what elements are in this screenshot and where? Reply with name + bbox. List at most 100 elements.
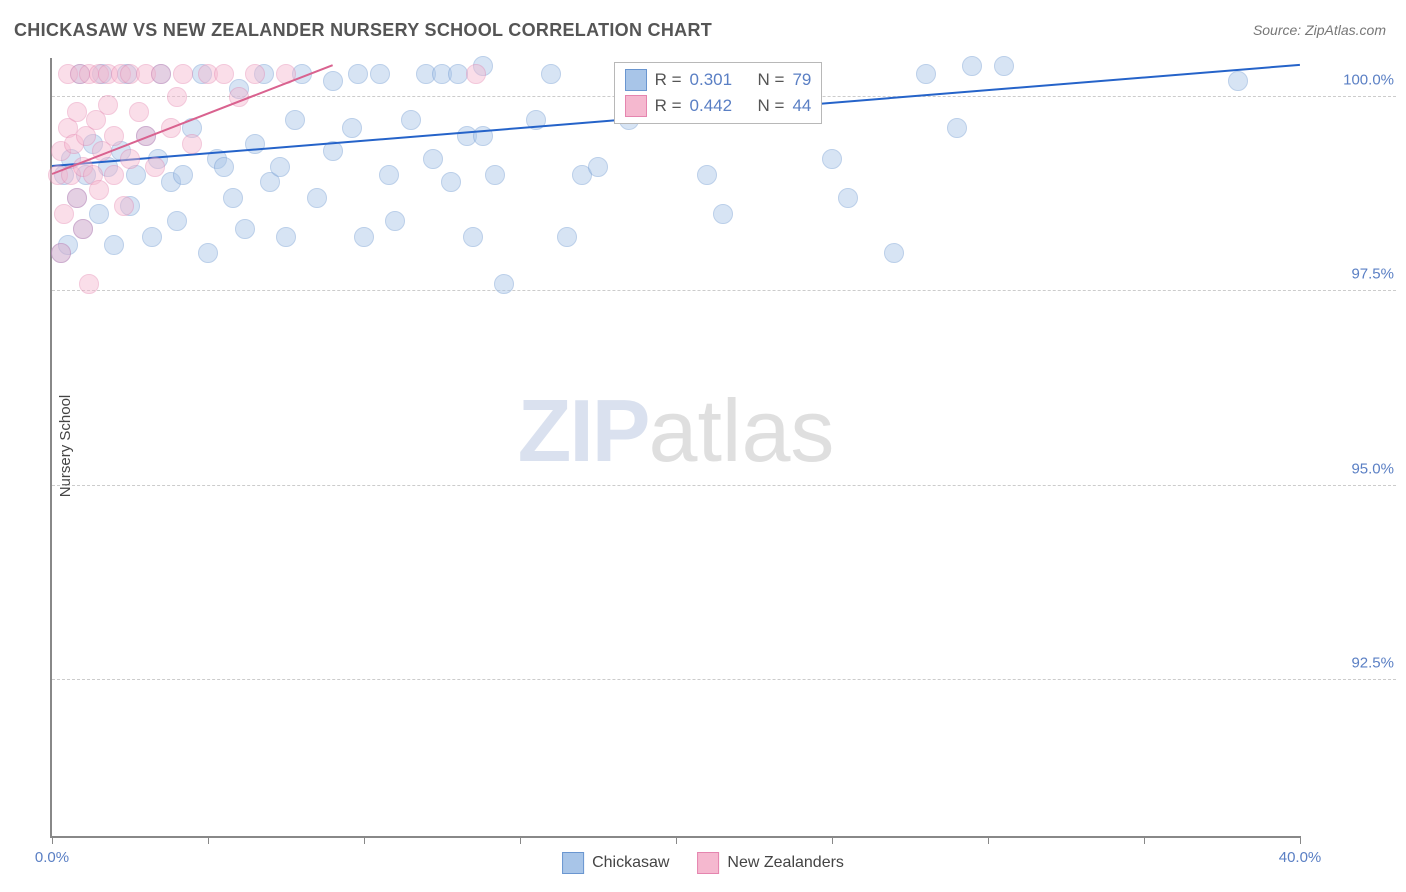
data-point [541,64,561,84]
x-tick-label: 0.0% [35,849,69,866]
data-point [114,196,134,216]
data-point [994,56,1014,76]
watermark-bold: ZIP [518,381,649,480]
data-point [1228,71,1248,91]
stats-R-value: 0.301 [690,67,733,93]
data-point [947,118,967,138]
data-point [348,64,368,84]
data-point [73,219,93,239]
chart-title: CHICKASAW VS NEW ZEALANDER NURSERY SCHOO… [14,20,712,41]
data-point [466,64,486,84]
x-tick [52,836,53,844]
legend-swatch-newzealanders [697,852,719,874]
x-tick [1144,836,1145,844]
data-point [270,157,290,177]
x-tick [832,836,833,844]
legend: Chickasaw New Zealanders [562,852,844,874]
data-point [385,211,405,231]
x-tick [1300,836,1301,844]
legend-label: Chickasaw [592,854,669,872]
legend-label: New Zealanders [727,854,844,872]
data-point [285,110,305,130]
legend-swatch-chickasaw [562,852,584,874]
stats-R-value: 0.442 [690,93,733,119]
data-point [962,56,982,76]
legend-item-newzealanders: New Zealanders [697,852,844,874]
data-point [79,274,99,294]
gridline [52,679,1396,680]
data-point [354,227,374,247]
gridline [52,290,1396,291]
stats-R-label: R = [655,67,682,93]
gridline [52,485,1396,486]
data-point [198,243,218,263]
data-point [423,149,443,169]
data-point [307,188,327,208]
data-point [182,134,202,154]
data-point [104,126,124,146]
data-point [223,188,243,208]
data-point [104,165,124,185]
stats-box: R = 0.301 N = 79 R = 0.442 N = 44 [614,62,823,124]
x-tick [676,836,677,844]
data-point [245,64,265,84]
data-point [67,188,87,208]
watermark-light: atlas [649,381,835,480]
data-point [916,64,936,84]
data-point [370,64,390,84]
data-point [822,149,842,169]
stats-row: R = 0.301 N = 79 [625,67,812,93]
data-point [494,274,514,294]
stats-N-label: N = [758,67,785,93]
stats-N-value: 79 [792,67,811,93]
data-point [448,64,468,84]
data-point [214,157,234,177]
x-tick [208,836,209,844]
data-point [214,64,234,84]
data-point [120,149,140,169]
data-point [173,165,193,185]
data-point [51,243,71,263]
data-point [276,227,296,247]
data-point [67,102,87,122]
stats-R-label: R = [655,93,682,119]
data-point [173,64,193,84]
data-point [167,87,187,107]
stats-N-label: N = [758,93,785,119]
data-point [235,219,255,239]
data-point [463,227,483,247]
x-tick [520,836,521,844]
y-tick-label: 95.0% [1351,460,1394,477]
y-tick-label: 97.5% [1351,266,1394,283]
data-point [697,165,717,185]
x-tick [988,836,989,844]
data-point [89,180,109,200]
data-point [142,227,162,247]
data-point [379,165,399,185]
stats-N-value: 44 [792,93,811,119]
data-point [588,157,608,177]
data-point [441,172,461,192]
data-point [401,110,421,130]
chart-plot-area: ZIPatlas 92.5%95.0%97.5%100.0%0.0%40.0%R… [50,58,1300,838]
watermark: ZIPatlas [518,380,835,482]
x-tick [364,836,365,844]
data-point [485,165,505,185]
stats-swatch [625,95,647,117]
x-tick-label: 40.0% [1279,849,1322,866]
data-point [129,102,149,122]
data-point [342,118,362,138]
legend-item-chickasaw: Chickasaw [562,852,669,874]
data-point [884,243,904,263]
data-point [89,204,109,224]
data-point [323,71,343,91]
y-tick-label: 92.5% [1351,655,1394,672]
stats-swatch [625,69,647,91]
data-point [145,157,165,177]
data-point [98,95,118,115]
data-point [104,235,124,255]
data-point [713,204,733,224]
y-tick-label: 100.0% [1343,71,1394,88]
data-point [151,64,171,84]
data-point [167,211,187,231]
